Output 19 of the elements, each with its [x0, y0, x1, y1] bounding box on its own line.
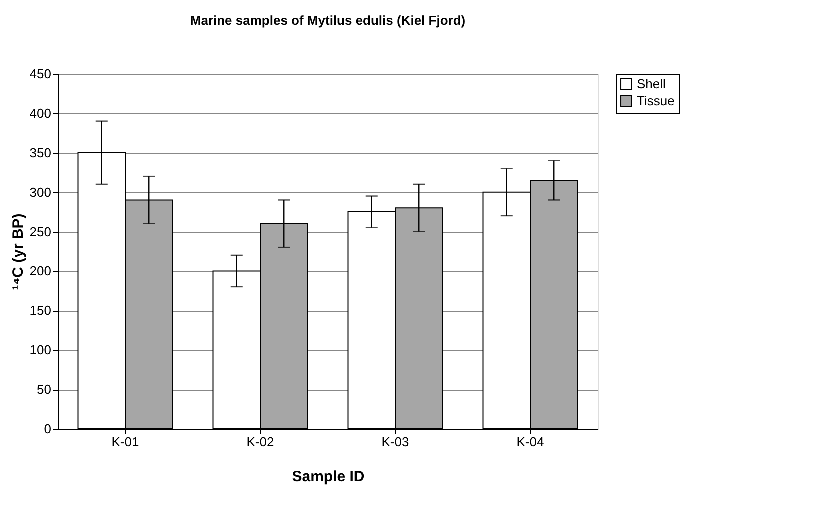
y-axis-title: ¹⁴C (yr BP)	[10, 214, 27, 290]
y-tick-label: 0	[44, 422, 52, 436]
y-tick-label: 50	[37, 382, 52, 398]
x-tick-label: K-01	[112, 434, 140, 450]
y-tick-label: 200	[30, 264, 52, 279]
y-tick-label: 300	[30, 184, 52, 200]
x-tick-label: K-02	[246, 434, 274, 450]
y-tick-label: 400	[30, 106, 52, 121]
y-tick-label: 100	[30, 342, 52, 358]
legend-label: Tissue	[637, 94, 675, 108]
chart-title: Marine samples of Mytilus edulis (Kiel Fjord)	[190, 13, 466, 28]
x-tick-label: K-03	[382, 434, 410, 450]
y-tick-label: 450	[30, 66, 52, 82]
y-tick-label: 350	[30, 145, 52, 160]
y-tick-label: 150	[30, 303, 52, 318]
legend-label: Shell	[637, 76, 666, 92]
y-tick-label: 250	[30, 224, 52, 240]
x-axis-title: Sample ID	[292, 468, 365, 486]
x-tick-label: K-04	[516, 434, 544, 450]
